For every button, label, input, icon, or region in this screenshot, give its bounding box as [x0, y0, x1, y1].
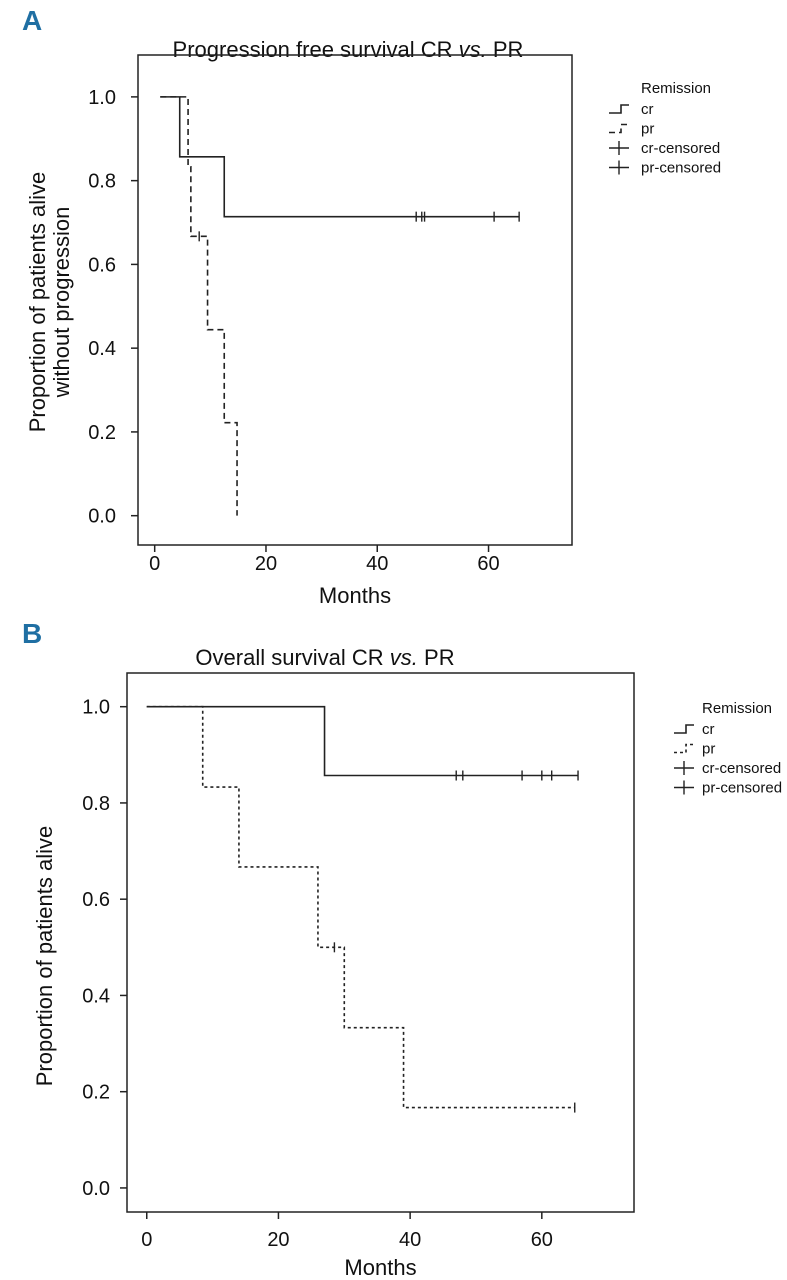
- panel-b-legend-icon-cr: [674, 724, 694, 734]
- panel-a-y-tick-label: 0.2: [88, 422, 116, 444]
- panel-a-legend-icon-cr: [609, 104, 629, 114]
- panel-a-title: Progression free survival CR vs. PR: [173, 37, 524, 62]
- panel-a-y-tick-label: 0.4: [88, 338, 116, 360]
- panel-b-letter: B: [22, 618, 42, 649]
- panel-a-x-tick-label: 0: [149, 553, 160, 575]
- panel-b-title-part: Overall survival CR: [195, 645, 389, 670]
- panel-b-legend-label-cr: cr: [702, 721, 715, 738]
- panel-a-y-axis-label: without progression: [49, 207, 74, 399]
- panel-a-title-part: PR: [487, 37, 524, 62]
- panel-a-legend-label-cr: cr: [641, 101, 654, 118]
- panel-a-series-cr-line: [160, 96, 520, 218]
- panel-b-legend-label-cr-censored: cr-censored: [702, 760, 781, 777]
- panel-b-legend-label-pr: pr: [702, 741, 715, 758]
- panel-a-x-tick-label: 20: [255, 553, 277, 575]
- panel-a-plot-frame: [137, 54, 573, 546]
- panel-b-chart: B Overall survival CR vs. PR 0 20 40 60 0.0 0.…: [22, 618, 782, 1280]
- panel-a-title-part: vs.: [459, 37, 487, 62]
- panel-a-y-tick-label: 1.0: [88, 87, 116, 109]
- panel-a-title-part: Progression free survival CR: [173, 37, 459, 62]
- panel-b-x-tick-label: 0: [141, 1229, 152, 1251]
- panel-b-legend-label-pr-censored: pr-censored: [702, 780, 782, 797]
- panel-a-legend-icon-pr: [609, 123, 629, 134]
- panel-a-series-pr-line: [160, 96, 238, 516]
- panel-b-title-part: vs.: [390, 645, 418, 670]
- panel-a-y-tick-label: 0.0: [88, 506, 116, 528]
- panel-b-y-tick-label: 1.0: [82, 697, 110, 719]
- panel-a-letter: A: [22, 5, 42, 36]
- panel-a-y-tick-label: 0.8: [88, 171, 116, 193]
- panel-b-y-tick-label: 0.8: [82, 793, 110, 815]
- panel-a-y-axis-label: Proportion of patients alive: [25, 172, 50, 433]
- panel-a-legend-label-cr-censored: cr-censored: [641, 140, 720, 157]
- panel-b-y-axis-label: Proportion of patients alive: [32, 826, 57, 1087]
- panel-b-y-tick-label: 0.2: [82, 1082, 110, 1104]
- panel-b-series-pr-line: [146, 705, 575, 1109]
- panel-a-x-axis-label: Months: [319, 583, 391, 608]
- panel-a-y-tick-label: 0.6: [88, 254, 116, 276]
- panel-b-legend-icon-pr: [674, 743, 694, 754]
- panel-b-title-part: PR: [418, 645, 455, 670]
- panel-a-legend-label-pr-censored: pr-censored: [641, 160, 721, 177]
- panel-b-y-tick-label: 0.4: [82, 985, 110, 1007]
- panel-b-legend-title: Remission: [702, 700, 772, 717]
- panel-b-x-axis-label: Months: [344, 1255, 416, 1280]
- panel-a-legend-label-pr: pr: [641, 121, 654, 138]
- panel-b-x-tick-label: 40: [399, 1229, 421, 1251]
- panel-b-y-tick-label: 0.0: [82, 1178, 110, 1200]
- panel-a-chart: A Progression free survival CR vs. PR 0 20…: [22, 5, 721, 608]
- panel-b-x-tick-label: 20: [267, 1229, 289, 1251]
- panel-a-x-tick-label: 60: [477, 553, 499, 575]
- panel-a-legend-title: Remission: [641, 80, 711, 97]
- panel-b-x-tick-label: 60: [531, 1229, 553, 1251]
- panel-b-series-cr-line: [146, 705, 579, 777]
- panel-b-y-tick-label: 0.6: [82, 889, 110, 911]
- panel-b-title: Overall survival CR vs. PR: [195, 645, 454, 670]
- panel-a-x-tick-label: 40: [366, 553, 388, 575]
- panel-b-plot-frame: [126, 672, 635, 1213]
